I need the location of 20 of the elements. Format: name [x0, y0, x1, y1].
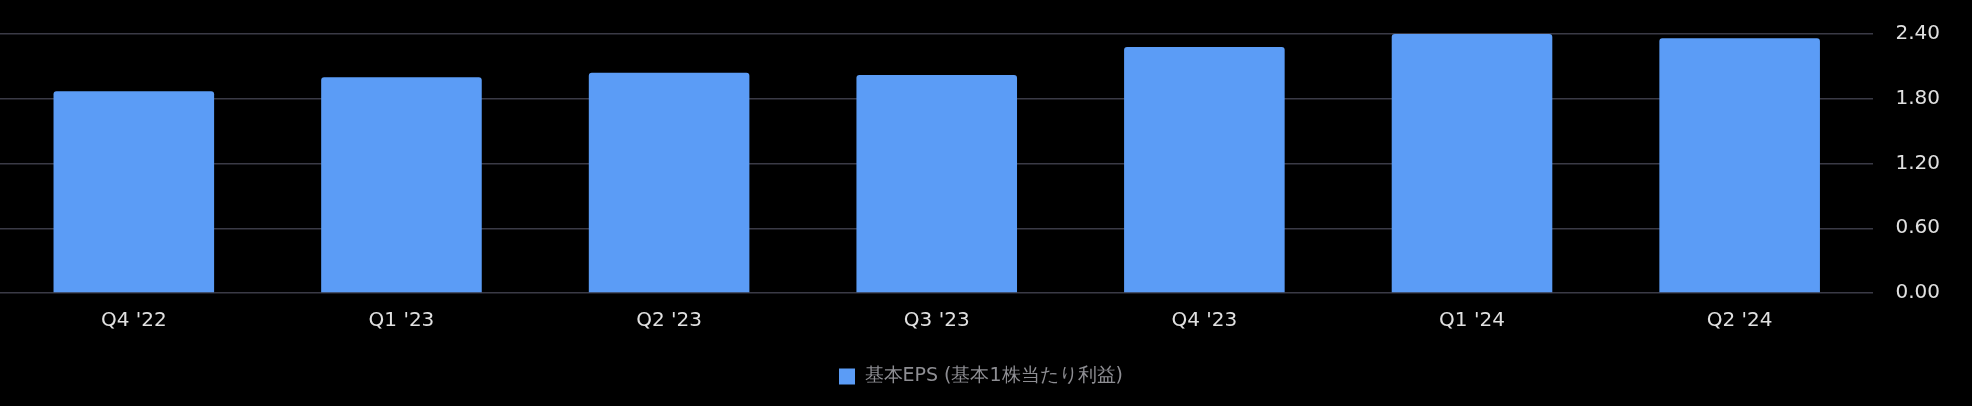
bar [856, 75, 1018, 293]
bar [1391, 34, 1553, 293]
x-tick-label: Q3 '23 [903, 307, 970, 332]
y-tick-label: 1.20 [1895, 149, 1940, 174]
bar [321, 77, 482, 293]
y-tick-label: 2.40 [1895, 20, 1940, 45]
legend-label: 基本EPS (基本1株当たり利益) [864, 363, 1123, 386]
x-tick-label: Q2 '24 [1706, 307, 1773, 332]
y-tick-label: 1.80 [1895, 84, 1940, 109]
bar [588, 72, 750, 293]
x-tick-label: Q1 '24 [1439, 307, 1505, 332]
bar [53, 91, 215, 293]
x-tick-label: Q1 '23 [368, 307, 435, 332]
x-tick-label: Q4 '22 [100, 307, 167, 332]
bar [1124, 46, 1285, 293]
y-tick-label: 0.60 [1895, 214, 1940, 239]
x-tick-label: Q2 '23 [636, 307, 702, 332]
bar [1659, 38, 1820, 293]
y-tick-label: 0.00 [1895, 279, 1940, 304]
x-tick-label: Q4 '23 [1171, 307, 1238, 332]
